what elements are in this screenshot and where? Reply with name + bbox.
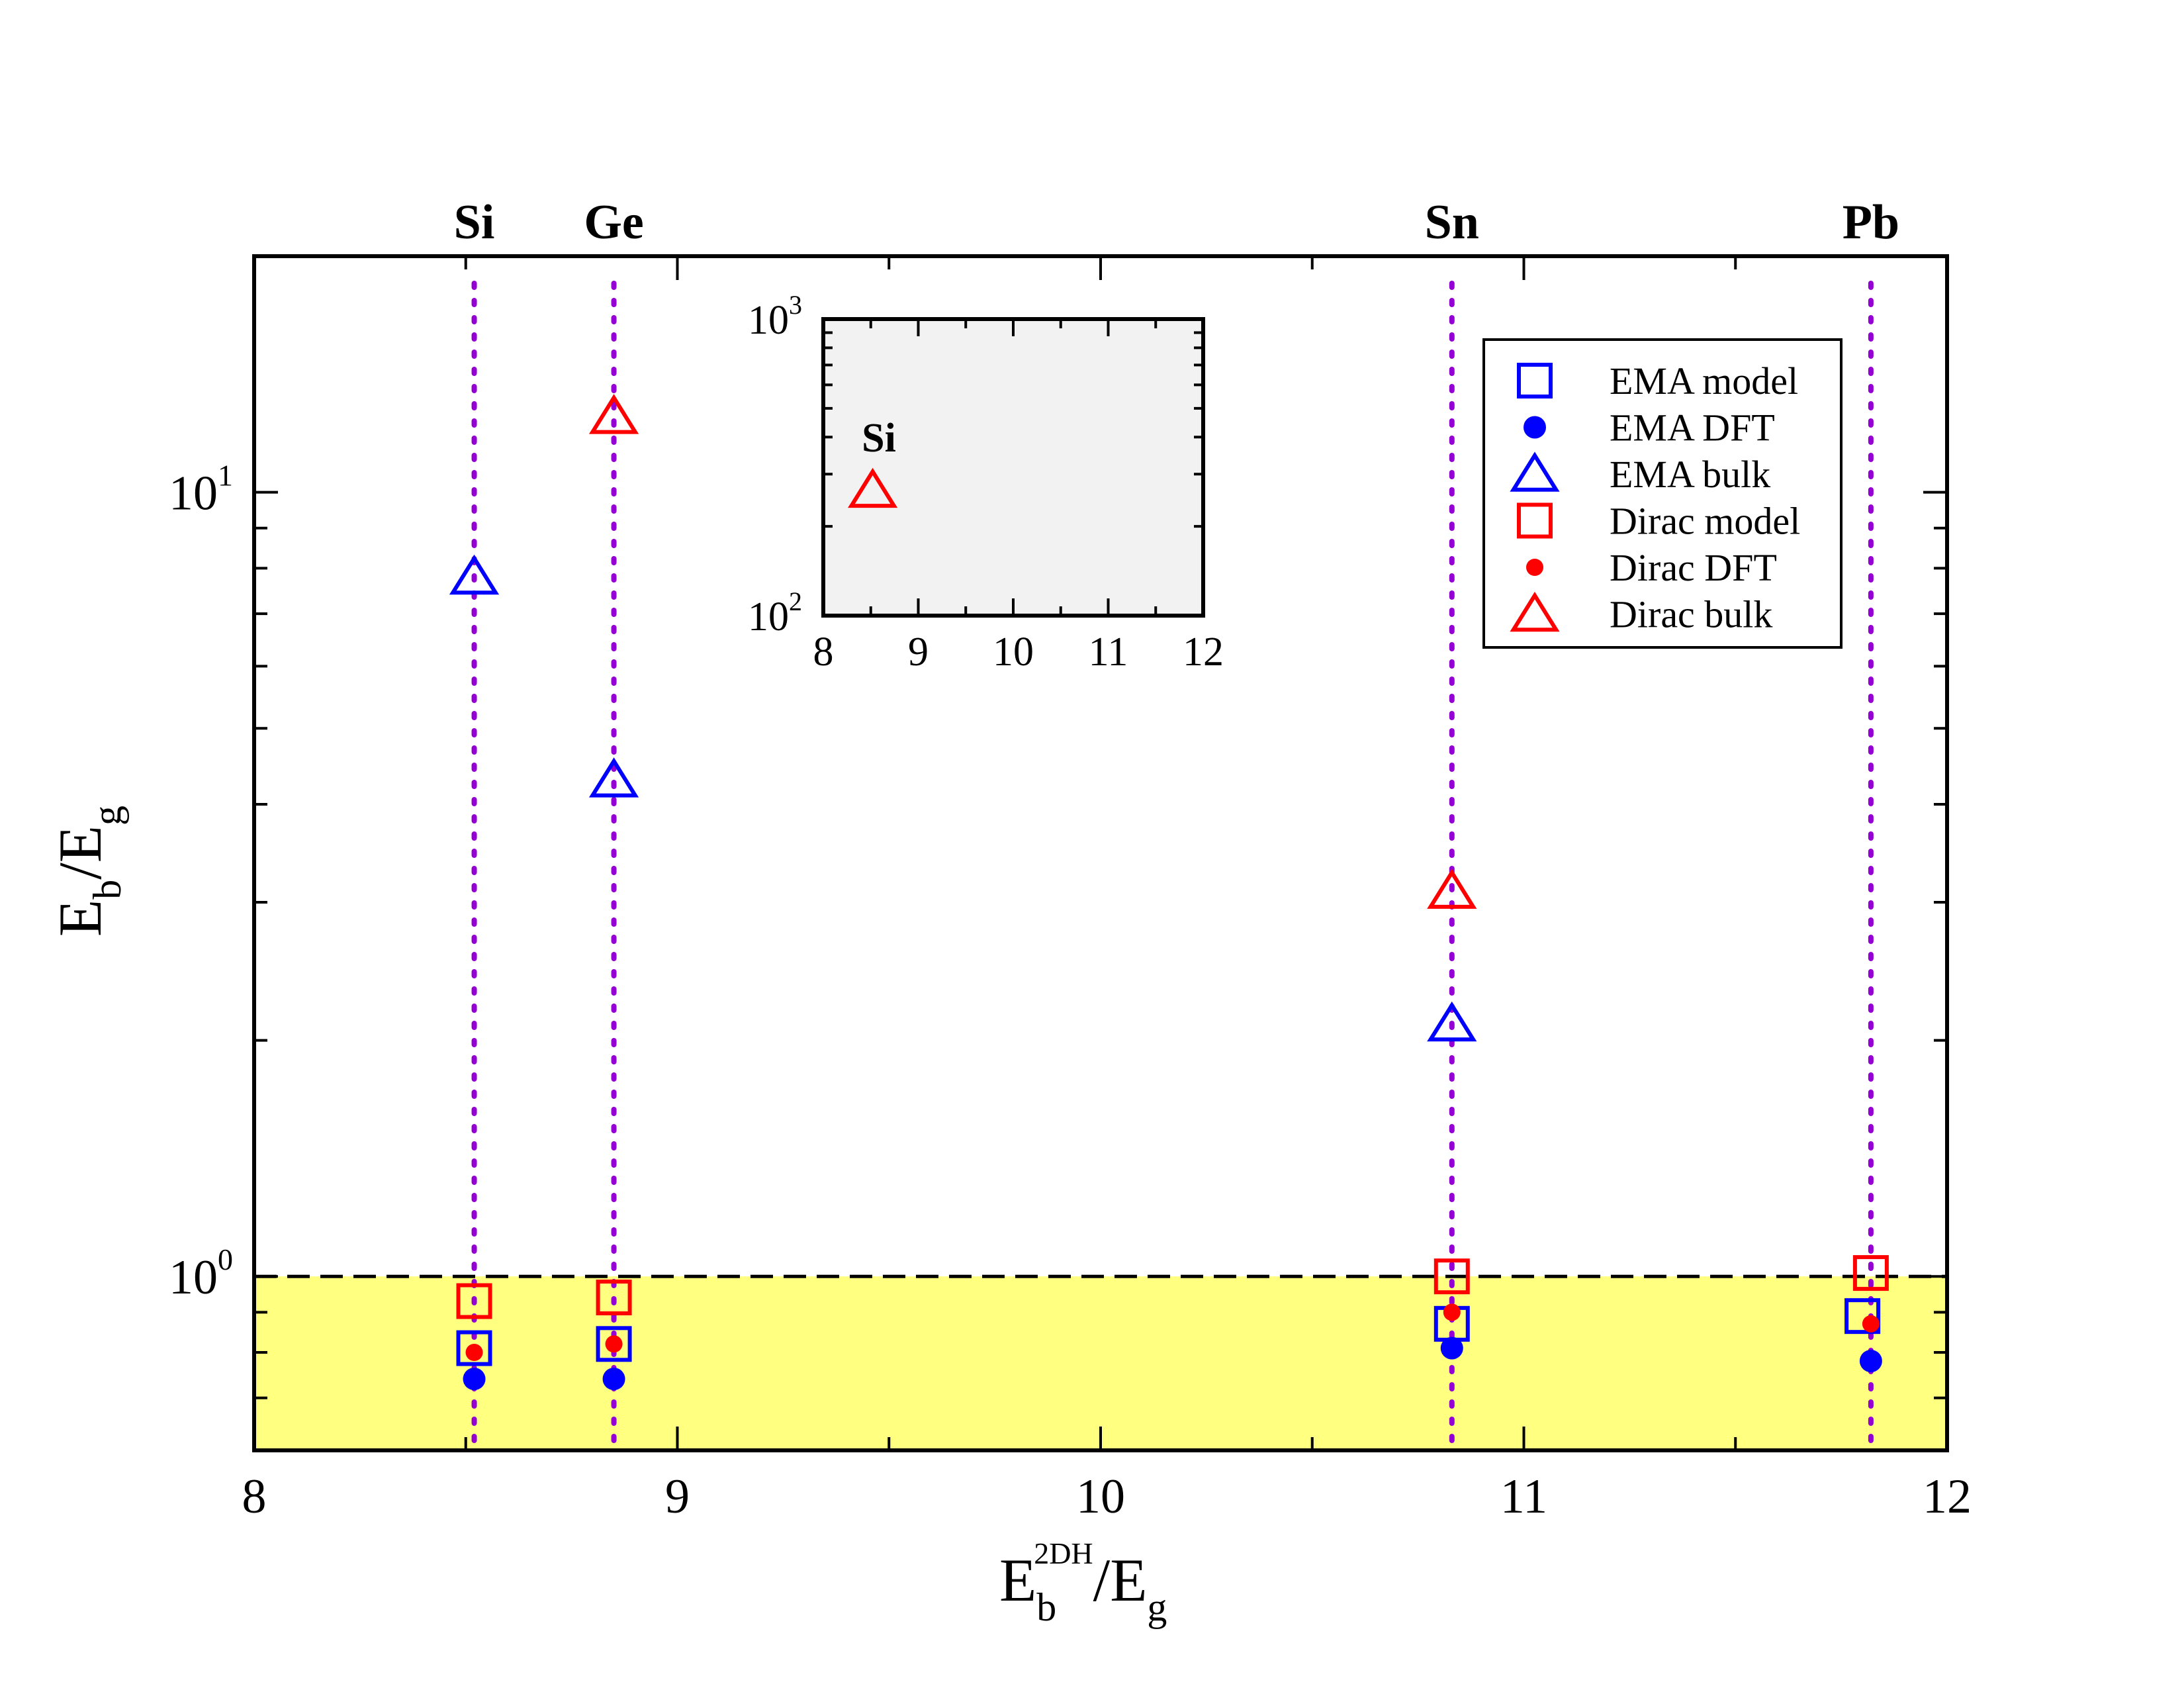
x-axis-label-tail-sub: g <box>1147 1585 1167 1629</box>
y-axis-label-tail-sub: g <box>85 806 129 825</box>
inset-border <box>821 317 1205 618</box>
material-label-pb: Pb <box>1843 195 1899 250</box>
point-dirac-dft-3 <box>1862 1315 1880 1333</box>
legend-marker-ema-dft <box>1524 416 1546 439</box>
y-tick-base: 10 <box>169 1250 218 1305</box>
point-dirac-dft-2 <box>1443 1303 1461 1321</box>
point-ema-bulk-0 <box>449 554 500 595</box>
inset-x-tick-label: 8 <box>813 630 834 675</box>
point-dirac-dft-1 <box>605 1335 623 1353</box>
x-axis-label: Eb 2DH/Eg <box>999 1536 1167 1629</box>
x-axis-label-main: E <box>999 1546 1036 1614</box>
inset-x-tick-label: 12 <box>1183 630 1224 675</box>
inset-annotation-si: Si <box>862 416 896 461</box>
point-dirac-model-2 <box>1433 1258 1470 1295</box>
inset-x-tick-label: 9 <box>908 630 929 675</box>
x-axis-label-sub: b <box>1036 1585 1056 1629</box>
point-ema-dft-1 <box>602 1368 625 1391</box>
inset-y-tick-base: 10 <box>748 594 789 639</box>
shaded-region <box>254 1276 1947 1450</box>
x-tick-label: 12 <box>1923 1470 1972 1524</box>
inset-point-0 <box>848 467 898 508</box>
legend-marker-dirac-model <box>1517 502 1553 539</box>
point-dirac-model-1 <box>596 1280 632 1316</box>
x-tick-label: 10 <box>1076 1470 1125 1524</box>
inset-x-tick-label: 10 <box>993 630 1034 675</box>
point-ema-model-0 <box>456 1330 492 1366</box>
x-tick-label: 9 <box>665 1470 690 1524</box>
inset-y-tick-exp: 3 <box>789 290 802 320</box>
point-ema-dft-0 <box>463 1368 486 1391</box>
point-ema-dft-3 <box>1859 1350 1882 1373</box>
legend-marker-ema-bulk <box>1510 451 1560 492</box>
legend-label: Dirac DFT <box>1610 546 1777 589</box>
inset-y-tick-label: 103 <box>748 290 802 343</box>
point-ema-model-3 <box>1844 1298 1881 1335</box>
y-tick-exp: 0 <box>218 1243 233 1276</box>
material-label-si: Si <box>454 195 495 250</box>
y-tick-label: 101 <box>169 459 233 521</box>
inset-y-tick-exp: 2 <box>789 586 802 616</box>
inset-x-tick-label: 11 <box>1089 630 1128 675</box>
point-ema-bulk-2 <box>1427 1001 1477 1042</box>
y-tick-label: 100 <box>169 1243 233 1305</box>
inset-y-tick-label: 102 <box>748 586 802 639</box>
x-axis-label-sup: 2DH <box>1034 1536 1093 1570</box>
main-plot-guides <box>254 281 1947 1453</box>
legend-marker-dirac-dft <box>1526 559 1543 576</box>
point-dirac-dft-0 <box>465 1343 483 1361</box>
point-ema-model-1 <box>596 1326 632 1362</box>
x-tick-label: 11 <box>1500 1470 1547 1524</box>
x-tick-label: 8 <box>242 1470 267 1524</box>
y-axis-label-tail: /E <box>46 825 114 880</box>
point-dirac-bulk-0 <box>588 394 639 434</box>
inset-y-tick-base: 10 <box>748 298 789 343</box>
y-axis-label: Eb/Eg <box>46 806 129 937</box>
material-label-ge: Ge <box>584 195 643 250</box>
legend-label: EMA model <box>1610 359 1798 402</box>
main-plot-markers <box>449 394 1889 1391</box>
main-plot-background <box>254 1276 1947 1450</box>
legend-marker-ema-model <box>1517 363 1553 399</box>
main-plot-ticks <box>253 255 1948 1452</box>
legend-label: EMA bulk <box>1610 453 1770 496</box>
point-dirac-model-0 <box>456 1283 492 1319</box>
y-tick-base: 10 <box>169 467 218 521</box>
point-dirac-model-3 <box>1852 1255 1889 1291</box>
y-axis-label-sub: b <box>85 880 129 900</box>
material-label-sn: Sn <box>1425 195 1479 250</box>
y-tick-exp: 1 <box>218 459 233 492</box>
legend-label: Dirac model <box>1610 500 1800 543</box>
legend-label: Dirac bulk <box>1610 593 1772 636</box>
x-axis-label-tail: /E <box>1093 1546 1148 1614</box>
legend-label: EMA DFT <box>1610 406 1775 449</box>
legend-marker-dirac-bulk <box>1510 591 1560 632</box>
point-dirac-bulk-1 <box>1427 868 1477 909</box>
point-ema-dft-2 <box>1440 1336 1463 1360</box>
point-ema-bulk-1 <box>588 757 639 798</box>
legend-box <box>1482 338 1843 649</box>
y-axis-label-main: E <box>46 900 114 937</box>
